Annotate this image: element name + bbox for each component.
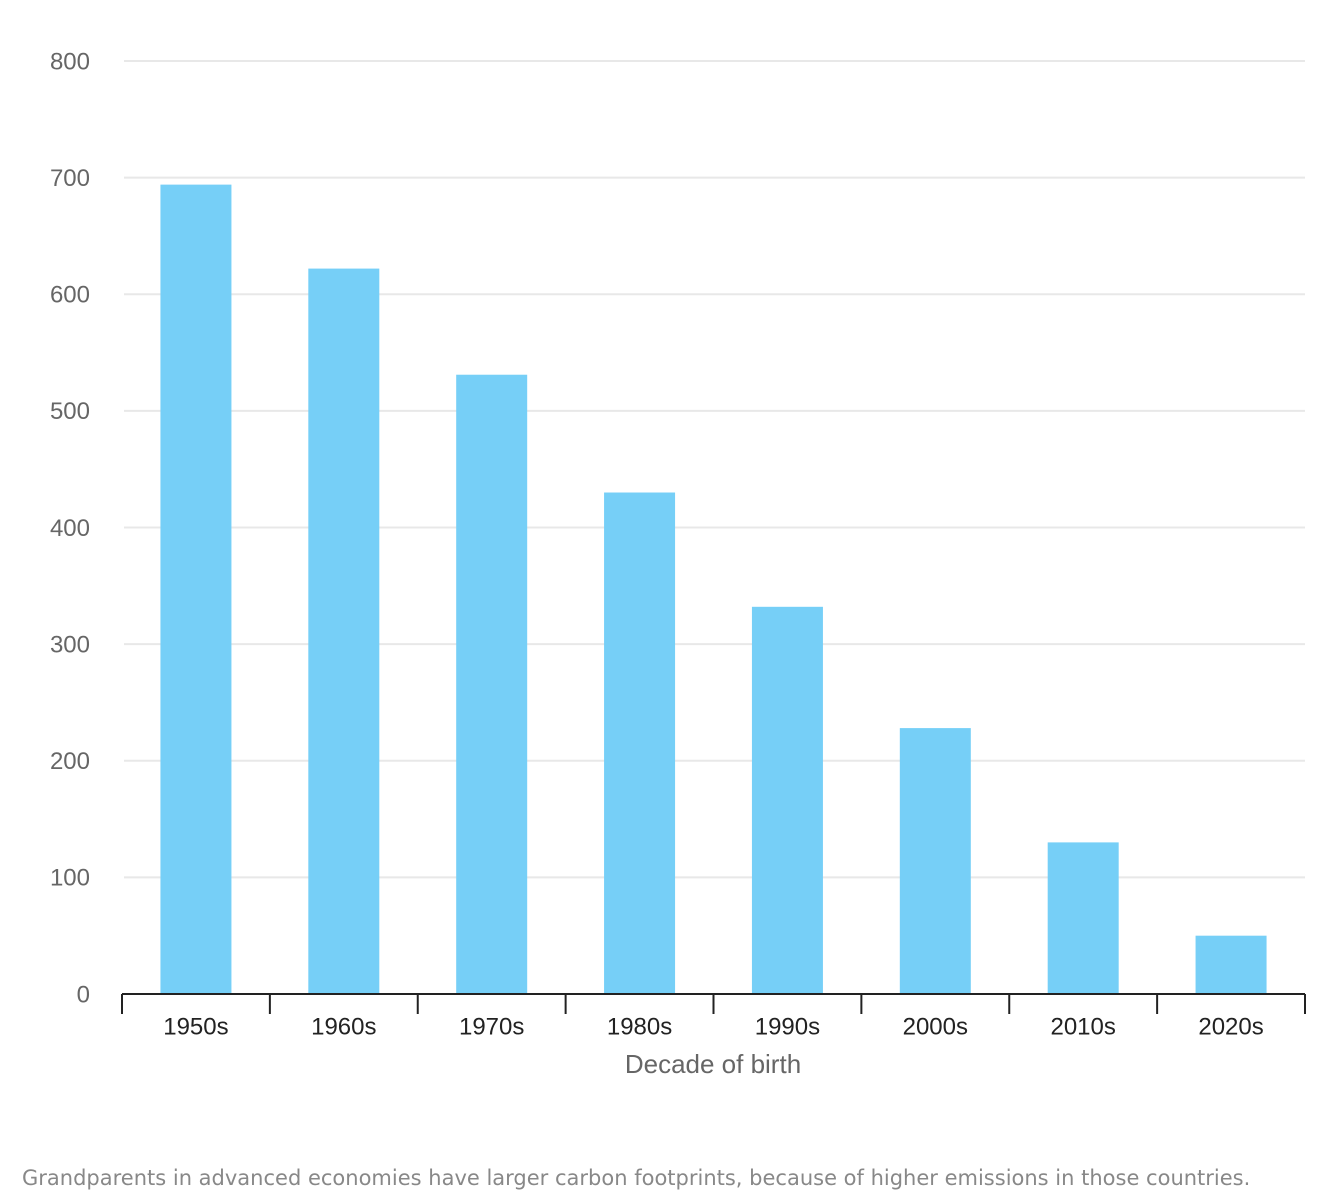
- bar: [1195, 935, 1267, 994]
- x-tick-label: 1970s: [459, 1013, 524, 1040]
- bar: [899, 728, 971, 994]
- x-tick-label: 1960s: [311, 1013, 376, 1040]
- y-tick-label: 400: [50, 515, 90, 542]
- x-tick-label: 2020s: [1198, 1013, 1263, 1040]
- y-tick-label: 100: [50, 865, 90, 892]
- x-tick-label: 1990s: [755, 1013, 820, 1040]
- bar: [604, 492, 676, 994]
- x-tick-label: 1950s: [163, 1013, 228, 1040]
- bar: [751, 606, 823, 994]
- x-tick-label: 2010s: [1050, 1013, 1115, 1040]
- y-tick-label: 200: [50, 748, 90, 775]
- bar: [456, 374, 528, 994]
- caption: Grandparents in advanced economies have …: [22, 1166, 1250, 1190]
- x-tick-label: 1980s: [607, 1013, 672, 1040]
- y-tick-label: 300: [50, 631, 90, 658]
- y-tick-label: 600: [50, 282, 90, 309]
- bar: [1047, 842, 1119, 994]
- y-tick-label: 800: [50, 48, 90, 75]
- x-axis-label: Decade of birth: [625, 1049, 801, 1079]
- y-tick-label: 0: [77, 981, 90, 1008]
- bar: [308, 268, 380, 994]
- y-tick-label: 700: [50, 165, 90, 192]
- x-tick-label: 2000s: [903, 1013, 968, 1040]
- y-tick-label: 500: [50, 398, 90, 425]
- bar: [160, 184, 232, 994]
